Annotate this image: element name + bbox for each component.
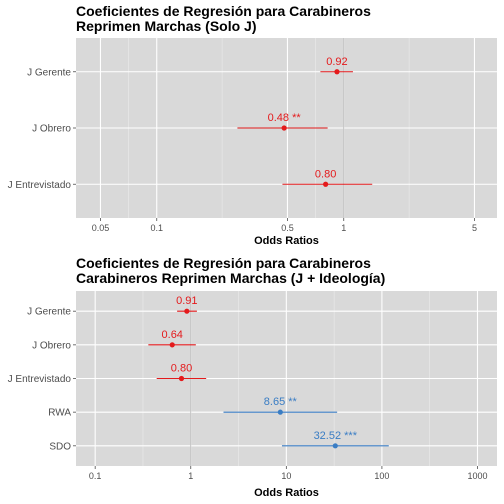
y-tick-label: J Obrero — [32, 340, 71, 351]
y-tick-label: RWA — [48, 408, 71, 419]
x-tick-label: 1 — [188, 471, 193, 481]
x-axis-label: Odds Ratios — [254, 235, 319, 247]
chart-title: Coeficientes de Regresión para Carabiner… — [76, 255, 371, 271]
x-axis-label: Odds Ratios — [254, 487, 319, 499]
estimate-point — [332, 443, 338, 449]
estimate-point — [178, 375, 185, 382]
estimate-point — [323, 181, 329, 187]
estimate-label: 8.65 ** — [264, 396, 298, 408]
x-tick-label: 10 — [281, 471, 291, 481]
y-tick-label: J Obrero — [32, 124, 71, 135]
estimate-label: 0.48 ** — [268, 112, 302, 124]
y-tick-label: SDO — [49, 441, 71, 452]
estimate-point — [169, 342, 175, 348]
chart-subtitle: Reprimen Marchas (Solo J) — [76, 18, 257, 34]
estimate-label: 0.80 — [171, 363, 192, 375]
estimate-label: 0.91 — [176, 295, 197, 307]
estimate-label: 0.80 — [315, 168, 336, 180]
chart-solo-j: Coeficientes de Regresión para Carabiner… — [8, 3, 497, 247]
y-tick-label: J Gerente — [27, 67, 71, 78]
estimate-label: 32.52 *** — [314, 430, 358, 442]
x-tick-label: 0.5 — [281, 223, 294, 233]
estimate-point — [277, 409, 283, 415]
x-tick-label: 100 — [374, 471, 389, 481]
x-tick-label: 0.1 — [150, 223, 163, 233]
y-tick-label: J Entrevistado — [8, 180, 72, 191]
estimate-point — [184, 308, 190, 314]
x-tick-label: 1 — [341, 223, 346, 233]
estimate-label: 0.64 — [162, 329, 183, 341]
y-tick-label: J Entrevistado — [8, 374, 72, 385]
x-tick-label: 0.1 — [89, 471, 102, 481]
estimate-point — [281, 125, 287, 131]
estimate-label: 0.92 — [326, 56, 347, 68]
x-tick-label: 5 — [472, 223, 477, 233]
chart-title: Coeficientes de Regresión para Carabiner… — [76, 3, 371, 19]
x-tick-label: 0.05 — [92, 223, 110, 233]
estimate-point — [334, 69, 340, 75]
chart-subtitle: Carabineros Reprimen Marchas (J + Ideolo… — [76, 270, 385, 286]
x-tick-label: 1000 — [467, 471, 487, 481]
y-tick-label: J Gerente — [27, 307, 71, 318]
chart-j-ideologia: Coeficientes de Regresión para Carabiner… — [8, 255, 497, 499]
